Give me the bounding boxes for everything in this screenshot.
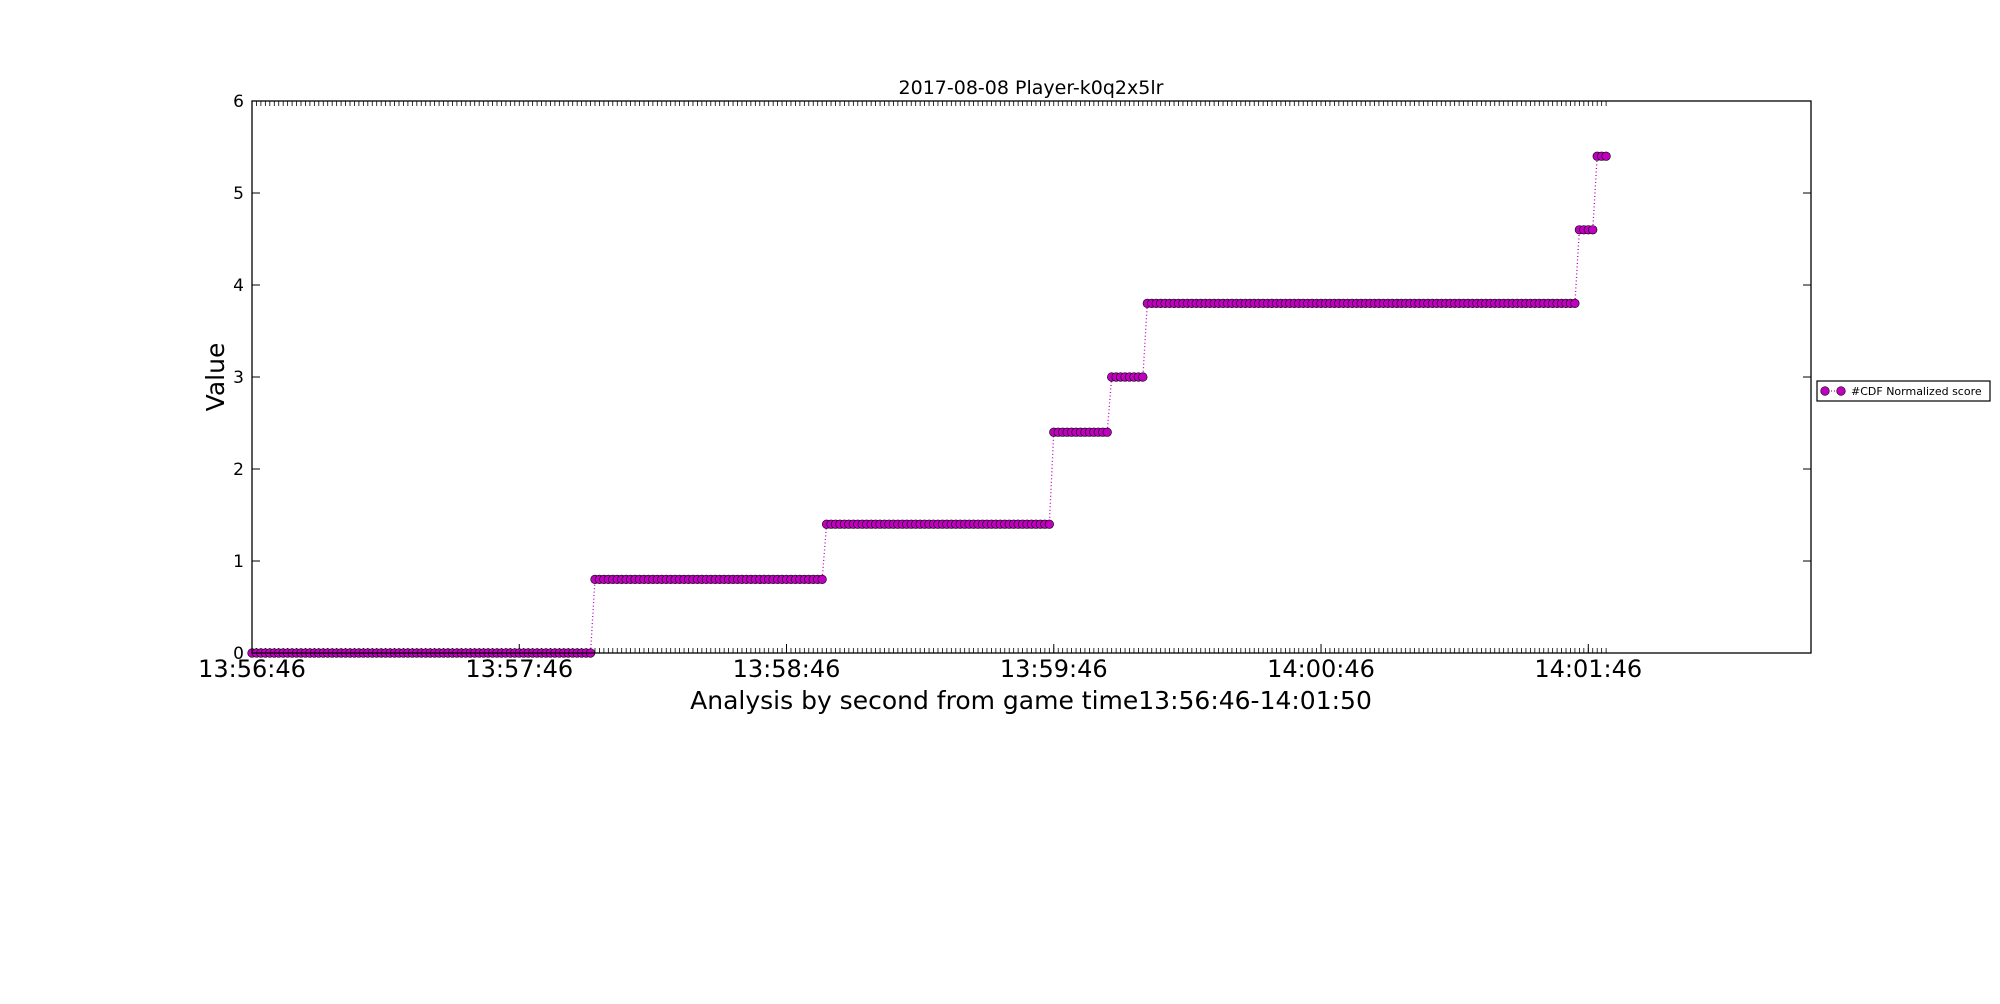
x-tick-label: 13:58:46 xyxy=(733,655,841,683)
legend-marker-left xyxy=(1820,386,1830,396)
major-ticks xyxy=(251,100,1811,654)
x-tick-label: 14:00:46 xyxy=(1267,655,1375,683)
data-point xyxy=(817,574,827,585)
data-point xyxy=(1588,225,1598,235)
x-tick-label: 14:01:46 xyxy=(1534,655,1642,683)
data-point xyxy=(1601,151,1611,161)
x-tick-label: 13:57:46 xyxy=(465,655,573,683)
data-point xyxy=(1570,298,1580,309)
legend-box xyxy=(1816,380,1991,402)
y-tick-label: 2 xyxy=(233,460,244,480)
y-axis-label: Value xyxy=(201,343,230,412)
x-axis-label: Analysis by second from game time13:56:4… xyxy=(690,686,1372,715)
minor-ticks xyxy=(251,101,1607,653)
y-tick-label: 4 xyxy=(233,276,244,296)
data-point xyxy=(1102,427,1112,437)
legend-marker-right xyxy=(1836,386,1846,396)
series-layer xyxy=(247,151,1611,658)
y-tick-label: 6 xyxy=(233,92,244,112)
x-tick-labels: 13:56:46 13:57:46 13:58:46 13:59:46 14:00:46… xyxy=(198,655,1642,683)
series-line xyxy=(252,155,1607,654)
x-tick-label: 13:56:46 xyxy=(198,655,306,683)
data-point xyxy=(1138,372,1148,382)
data-point xyxy=(1044,519,1054,529)
y-tick-label: 0 xyxy=(233,644,244,664)
legend: #CDF Normalized score xyxy=(1816,380,1991,402)
y-tick-labels: 0 1 2 3 4 5 6 xyxy=(233,92,244,664)
y-tick-label: 1 xyxy=(233,552,244,572)
legend-entry-label: #CDF Normalized score xyxy=(1851,385,1982,398)
plot-frame xyxy=(251,100,1812,654)
x-tick-label: 13:59:46 xyxy=(1000,655,1108,683)
y-tick-label: 5 xyxy=(233,184,244,204)
chart-title: 2017-08-08 Player-k0q2x5lr xyxy=(899,77,1164,99)
y-tick-label: 3 xyxy=(233,368,244,388)
